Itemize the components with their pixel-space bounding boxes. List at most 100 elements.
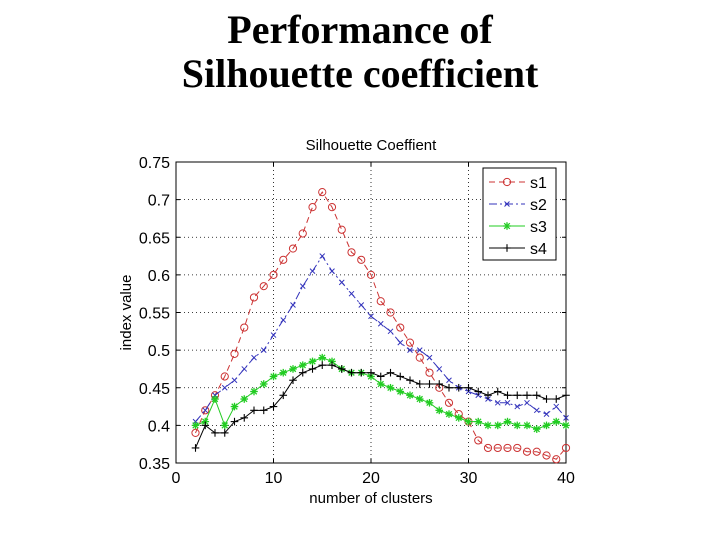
marker-star <box>289 365 297 373</box>
x-tick-label: 40 <box>557 470 575 487</box>
marker-x <box>231 377 238 384</box>
marker-circle <box>201 406 210 415</box>
y-tick-label: 0.7 <box>148 193 170 210</box>
data-point-s3 <box>435 406 444 415</box>
marker-star <box>513 422 521 429</box>
marker-star <box>503 222 511 230</box>
marker-star <box>543 422 550 429</box>
marker-circle <box>230 349 239 358</box>
data-point-s1 <box>240 323 249 332</box>
data-point-s3 <box>396 387 405 396</box>
marker-x <box>446 377 452 384</box>
data-point-s2 <box>368 313 374 320</box>
data-point-s2 <box>231 377 238 384</box>
x-tick-label: 20 <box>362 470 380 487</box>
data-point-s4 <box>542 395 551 403</box>
marker-x <box>514 403 521 410</box>
data-point-s4 <box>259 406 268 415</box>
data-point-s4 <box>230 417 239 426</box>
data-point-s4 <box>347 368 356 377</box>
data-point-s2 <box>533 407 540 414</box>
marker-circle <box>337 225 346 234</box>
data-point-s3 <box>425 399 434 407</box>
marker-x <box>202 407 209 414</box>
marker-star <box>445 410 453 418</box>
marker-star <box>279 369 287 376</box>
data-point-s2 <box>358 302 365 308</box>
data-point-s4 <box>211 429 219 437</box>
data-point-s3 <box>406 391 414 400</box>
data-point-s1 <box>230 349 239 358</box>
data-point-s4 <box>445 383 453 392</box>
data-point-s2 <box>553 403 560 410</box>
data-point-s3 <box>230 402 239 411</box>
marker-circle <box>357 255 366 264</box>
y-tick-label: 0.55 <box>139 306 170 323</box>
y-tick-label: 0.4 <box>148 418 170 435</box>
data-point-s2 <box>387 328 394 335</box>
data-point-s2 <box>329 268 335 274</box>
data-point-s1 <box>191 428 200 437</box>
slide-title-line2: Silhouette coefficient <box>181 51 539 96</box>
legend-label-s1: s1 <box>530 175 547 192</box>
marker-circle <box>474 436 483 445</box>
marker-x <box>251 354 257 361</box>
marker-star <box>406 392 414 399</box>
marker-star <box>231 403 238 410</box>
marker-circle <box>279 255 288 264</box>
data-point-s3 <box>532 425 541 433</box>
marker-circle <box>288 244 298 253</box>
marker-circle <box>532 447 541 456</box>
data-point-s1 <box>259 282 268 291</box>
marker-x <box>348 290 355 297</box>
data-point-s1 <box>318 188 327 197</box>
marker-star <box>484 422 492 429</box>
marker-star <box>240 395 248 403</box>
data-point-s4 <box>289 376 297 385</box>
data-point-s4 <box>493 387 502 396</box>
marker-star <box>211 395 219 403</box>
marker-x <box>436 366 443 372</box>
data-point-s3 <box>308 357 317 366</box>
marker-star <box>260 380 268 388</box>
data-point-s3 <box>513 421 522 430</box>
marker-x <box>504 399 511 406</box>
data-point-s4 <box>220 429 229 437</box>
data-point-s2 <box>494 399 501 406</box>
data-point-s1 <box>405 338 415 347</box>
data-point-s4 <box>328 361 336 369</box>
data-point-s3 <box>484 421 492 430</box>
legend-label-s2: s2 <box>530 197 547 214</box>
marker-star <box>250 388 258 395</box>
data-point-s3 <box>376 380 385 388</box>
data-point-s4 <box>454 383 463 392</box>
marker-star <box>552 418 560 425</box>
marker-x <box>290 302 296 308</box>
data-point-s4 <box>318 361 327 369</box>
data-point-s2 <box>299 283 306 290</box>
y-tick-label: 0.65 <box>139 230 170 247</box>
marker-star <box>523 422 531 429</box>
data-point-s3 <box>493 421 502 430</box>
data-point-s1 <box>249 293 259 302</box>
marker-circle <box>259 282 268 291</box>
marker-x <box>553 403 560 410</box>
data-point-s4 <box>357 368 366 377</box>
data-point-s1 <box>561 443 571 453</box>
marker-star <box>270 373 277 380</box>
marker-star <box>377 380 385 388</box>
data-point-s4 <box>435 380 444 388</box>
marker-star <box>221 422 229 429</box>
marker-x <box>260 347 267 353</box>
marker-circle <box>425 368 434 377</box>
data-point-s1 <box>357 255 366 264</box>
data-point-s2 <box>436 366 443 372</box>
data-point-s4 <box>337 365 346 373</box>
marker-star <box>562 422 570 429</box>
marker-x <box>533 407 540 414</box>
marker-circle <box>396 323 405 332</box>
data-point-s2 <box>260 347 267 353</box>
legend-label-s4: s4 <box>530 241 547 258</box>
data-point-s4 <box>250 406 258 415</box>
data-point-s2 <box>446 377 452 384</box>
